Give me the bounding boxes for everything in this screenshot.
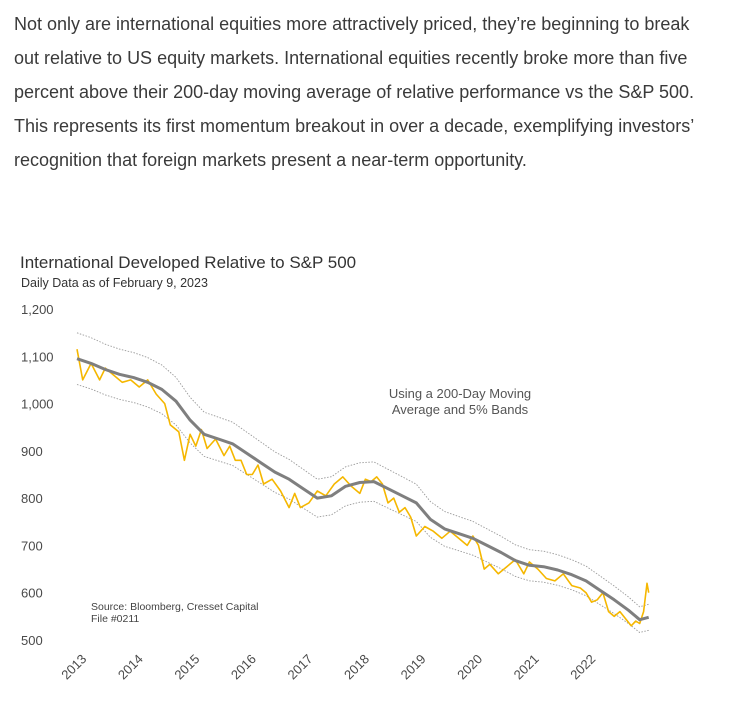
x-tick-label: 2021 — [511, 651, 542, 682]
x-tick-label: 2019 — [398, 651, 429, 682]
x-tick-label: 2014 — [115, 651, 146, 682]
chart-source-line-1: Source: Bloomberg, Cresset Capital — [91, 601, 259, 613]
chart-subtitle: Daily Data as of February 9, 2023 — [21, 276, 208, 290]
relative-performance-line — [76, 349, 650, 627]
chart-source-line-2: File #0211 — [91, 613, 139, 625]
upper-band-line — [76, 332, 649, 608]
chart-annotation-line-2: Average and 5% Bands — [392, 402, 529, 417]
y-tick-label: 800 — [21, 491, 43, 506]
y-tick-label: 1,100 — [21, 349, 54, 364]
x-axis: 2013 2014 2015 2016 2017 2018 2019 2020 2021 2022 — [58, 651, 598, 682]
x-tick-label: 2022 — [567, 651, 598, 682]
y-tick-label: 1,200 — [21, 302, 54, 317]
lower-band-line — [76, 384, 649, 633]
y-axis: 500 600 700 800 900 1,000 1,100 1,200 — [21, 302, 54, 648]
x-tick-label: 2015 — [171, 651, 202, 682]
chart-lines — [76, 349, 650, 627]
y-tick-label: 900 — [21, 444, 43, 459]
y-tick-label: 700 — [21, 538, 43, 553]
y-tick-label: 1,000 — [21, 397, 54, 412]
moving-average-bands — [76, 332, 649, 633]
x-tick-label: 2013 — [58, 651, 89, 682]
x-tick-label: 2017 — [284, 651, 315, 682]
chart-annotation-line-1: Using a 200-Day Moving — [389, 386, 531, 401]
x-tick-label: 2018 — [341, 651, 372, 682]
moving-average-line — [76, 357, 650, 622]
article-paragraph: Not only are international equities more… — [14, 14, 695, 170]
x-tick-label: 2020 — [454, 651, 485, 682]
y-tick-label: 600 — [21, 586, 43, 601]
x-tick-label: 2016 — [228, 651, 259, 682]
y-tick-label: 500 — [21, 633, 43, 648]
chart-title: International Developed Relative to S&P … — [20, 253, 356, 272]
